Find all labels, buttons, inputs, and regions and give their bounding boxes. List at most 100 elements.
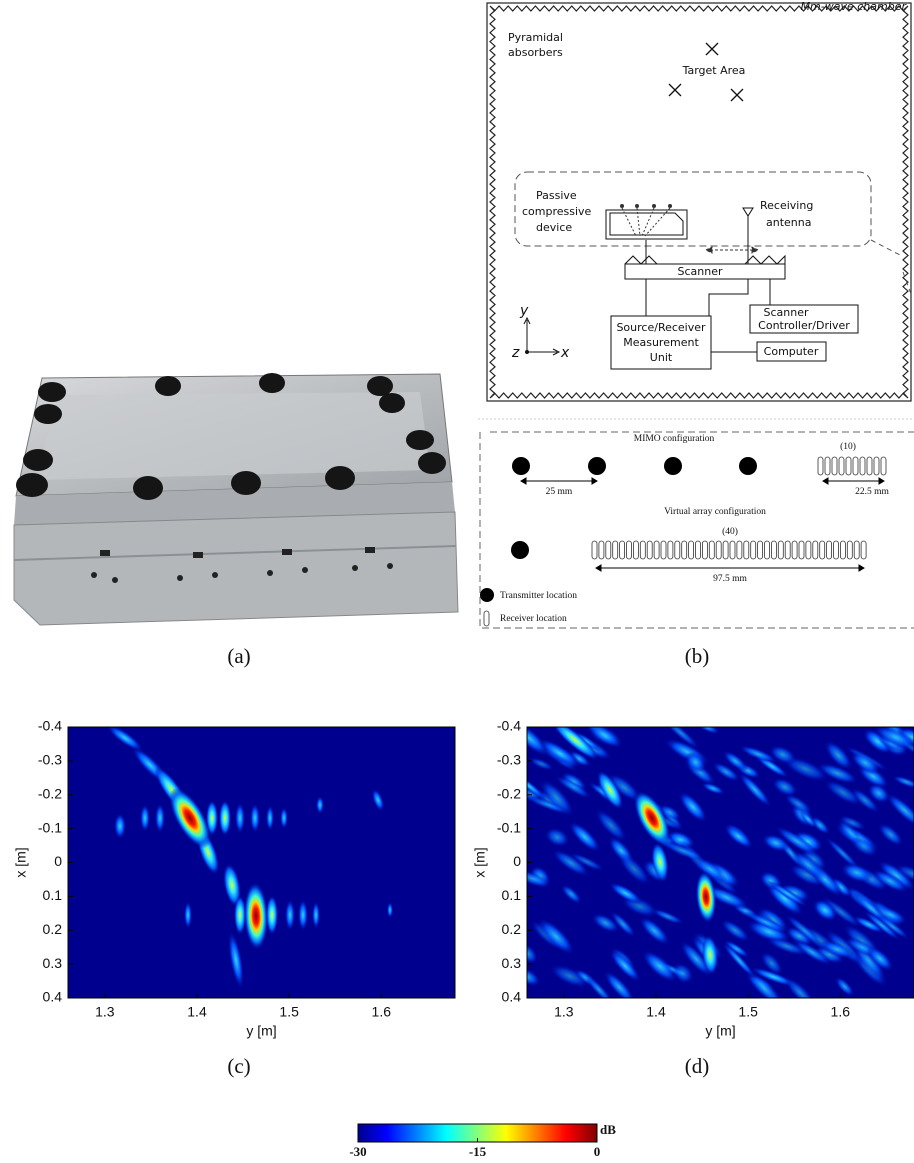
speckle — [785, 914, 823, 947]
speckle — [671, 962, 694, 984]
speckle — [560, 884, 582, 904]
speckle — [603, 970, 636, 998]
speckle — [744, 911, 789, 934]
legend-label: Receiver location — [500, 614, 567, 624]
caption: (a) — [227, 644, 250, 668]
speckle — [789, 863, 825, 887]
label: Scanner — [763, 306, 808, 319]
caption: (b) — [685, 644, 710, 668]
speckle — [824, 740, 853, 771]
x-axis-label: y [m] — [246, 1023, 276, 1039]
y-tick-label: 0 — [513, 853, 521, 869]
speckle — [895, 864, 914, 884]
x-tick-label: 1.4 — [187, 1004, 207, 1020]
speckle — [866, 946, 894, 972]
speckle — [722, 750, 749, 772]
speckle — [769, 745, 797, 765]
scanner-teeth — [624, 254, 786, 265]
y-tick-label: 0.1 — [43, 887, 63, 903]
speckle — [610, 910, 636, 938]
y-axis-label: x [m] — [13, 847, 29, 877]
heatmap — [68, 727, 455, 998]
receiver — [784, 540, 791, 560]
y-tick-label: 0.3 — [502, 955, 522, 971]
label: (40) — [722, 526, 738, 537]
dimension-arrows — [520, 477, 885, 572]
speckle — [835, 976, 855, 997]
speckle — [641, 950, 678, 983]
speckle — [551, 849, 590, 877]
receiver — [667, 540, 674, 560]
speckle — [765, 936, 808, 956]
speckle — [554, 775, 592, 799]
speckle — [816, 762, 859, 785]
speckle — [863, 909, 901, 941]
colorbar-tick-label: -30 — [349, 1144, 366, 1159]
label: (10) — [840, 441, 856, 452]
computer — [756, 341, 827, 362]
speckle — [874, 905, 907, 924]
receiver — [633, 540, 639, 560]
device — [605, 204, 688, 240]
y-tick-label: -0.3 — [38, 752, 62, 768]
controller — [749, 304, 859, 334]
y-tick-label: -0.1 — [38, 819, 62, 835]
transmitters — [480, 457, 757, 602]
speckle — [569, 852, 605, 872]
caption: (d) — [685, 1054, 710, 1078]
y-tick-label: -0.2 — [38, 785, 62, 801]
label: Scanner — [677, 265, 722, 278]
speckle — [785, 926, 814, 946]
label: absorbers — [508, 46, 563, 59]
axis-label: z — [511, 345, 520, 361]
legend-label: Transmitter location — [500, 591, 577, 601]
speckle — [775, 825, 819, 857]
speckle — [591, 913, 620, 933]
speckle — [852, 915, 885, 934]
receiver — [708, 540, 715, 560]
y-tick-label: -0.3 — [497, 752, 521, 768]
receiver — [866, 456, 873, 476]
receiver — [605, 540, 612, 560]
speckle — [812, 898, 838, 922]
speckle — [527, 772, 547, 801]
receiver — [660, 540, 667, 560]
receiver — [688, 540, 694, 560]
receiver — [826, 540, 832, 560]
axes — [523, 316, 561, 356]
receiver — [840, 540, 846, 560]
speckle — [527, 727, 550, 757]
receiver — [859, 456, 866, 476]
receiver — [852, 456, 859, 476]
speckle — [651, 908, 685, 925]
speckle — [878, 823, 904, 846]
speckle — [538, 738, 582, 769]
speckle — [549, 964, 590, 988]
y-tick-label: 0 — [54, 853, 62, 869]
speckle — [790, 850, 826, 880]
speckle — [850, 751, 881, 775]
speckle — [685, 751, 707, 773]
speckle — [819, 940, 855, 959]
speckle — [875, 913, 910, 940]
x-tick-label: 1.5 — [279, 1004, 299, 1020]
speckle — [767, 880, 809, 908]
label: Controller/Driver — [758, 319, 850, 332]
receiver — [846, 540, 853, 560]
speckle — [607, 773, 642, 802]
axis-label: y — [519, 303, 529, 319]
speckle — [840, 862, 873, 883]
speckle — [528, 757, 554, 771]
speckle — [721, 941, 757, 979]
receiver — [764, 540, 770, 560]
receiver — [838, 456, 845, 476]
speckle — [724, 824, 754, 849]
receiver — [702, 540, 708, 560]
receiver — [845, 456, 852, 476]
config-box — [479, 431, 914, 629]
speckle — [872, 869, 909, 893]
receiver — [798, 540, 805, 560]
y-tick-label: 0.2 — [502, 921, 522, 937]
chamber — [486, 2, 912, 402]
target-marks — [668, 42, 744, 102]
